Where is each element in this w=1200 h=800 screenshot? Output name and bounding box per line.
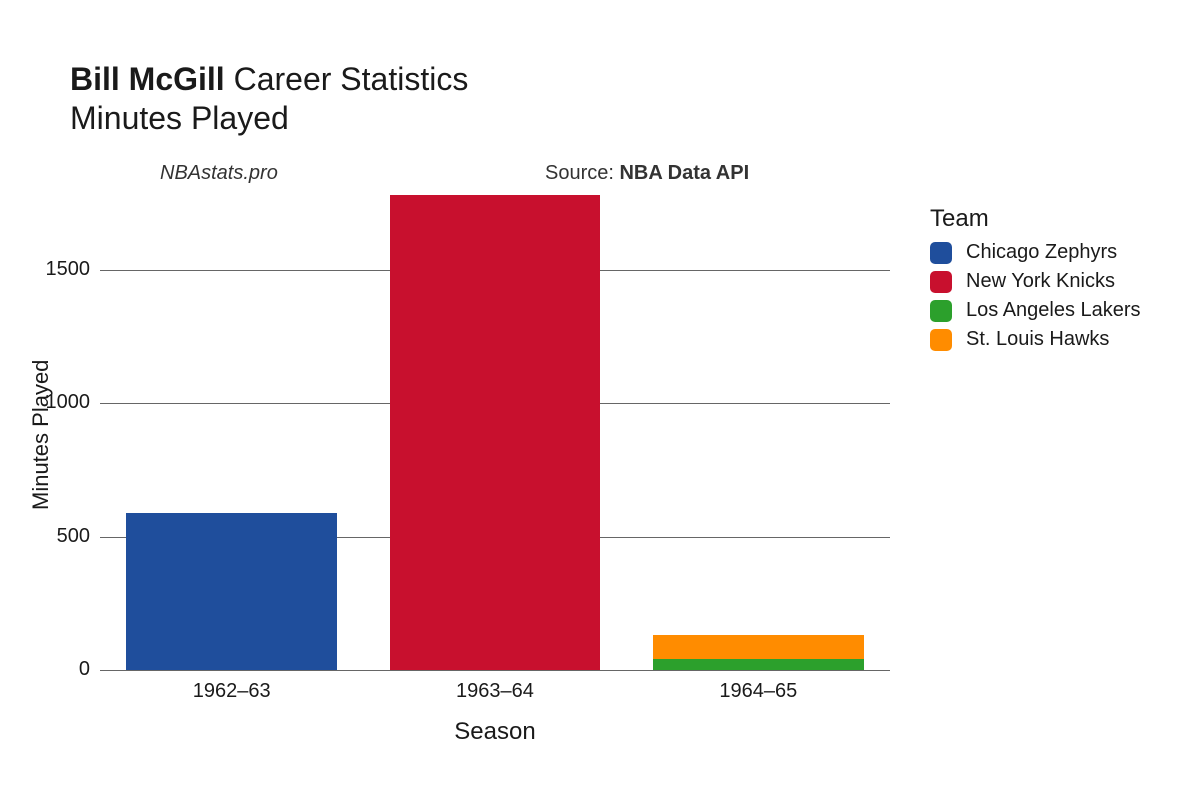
ytick-label: 0 bbox=[30, 658, 90, 681]
title-suffix: Career Statistics bbox=[234, 61, 469, 97]
legend-label: St. Louis Hawks bbox=[966, 328, 1109, 351]
title-subtitle: Minutes Played bbox=[70, 100, 468, 137]
legend-swatch bbox=[930, 271, 952, 293]
legend-swatch bbox=[930, 329, 952, 351]
legend-item: New York Knicks bbox=[930, 270, 1141, 293]
ytick-label: 1500 bbox=[30, 258, 90, 281]
ytick-label: 500 bbox=[30, 525, 90, 548]
chart-plot-area: 0500100015001962–631963–641964–65Minutes… bbox=[100, 190, 890, 670]
x-axis-label: Season bbox=[100, 718, 890, 746]
source-prefix: Source: bbox=[545, 162, 619, 184]
player-name: Bill McGill bbox=[70, 61, 225, 97]
legend-label: Los Angeles Lakers bbox=[966, 299, 1141, 322]
bar-segment bbox=[390, 195, 601, 670]
source-label: Source: NBA Data API bbox=[545, 162, 749, 185]
legend-item: St. Louis Hawks bbox=[930, 328, 1141, 351]
legend-item: Los Angeles Lakers bbox=[930, 299, 1141, 322]
gridline bbox=[100, 670, 890, 671]
title-block: Bill McGill Career Statistics Minutes Pl… bbox=[70, 60, 468, 137]
xtick-label: 1962–63 bbox=[100, 680, 363, 703]
y-axis-label: Minutes Played bbox=[28, 360, 54, 510]
xtick-label: 1963–64 bbox=[363, 680, 626, 703]
watermark: NBAstats.pro bbox=[160, 162, 278, 185]
legend-swatch bbox=[930, 242, 952, 264]
source-name: NBA Data API bbox=[619, 162, 749, 184]
legend: Team Chicago Zephyrs New York Knicks Los A… bbox=[930, 205, 1141, 357]
legend-label: New York Knicks bbox=[966, 270, 1115, 293]
bar-segment bbox=[126, 513, 337, 670]
legend-item: Chicago Zephyrs bbox=[930, 241, 1141, 264]
bar-segment bbox=[653, 635, 864, 659]
legend-label: Chicago Zephyrs bbox=[966, 241, 1117, 264]
bar-segment bbox=[653, 659, 864, 670]
legend-swatch bbox=[930, 300, 952, 322]
legend-title: Team bbox=[930, 205, 1141, 233]
xtick-label: 1964–65 bbox=[627, 680, 890, 703]
chart-container: Bill McGill Career Statistics Minutes Pl… bbox=[0, 0, 1200, 800]
title-line-1: Bill McGill Career Statistics bbox=[70, 60, 468, 98]
